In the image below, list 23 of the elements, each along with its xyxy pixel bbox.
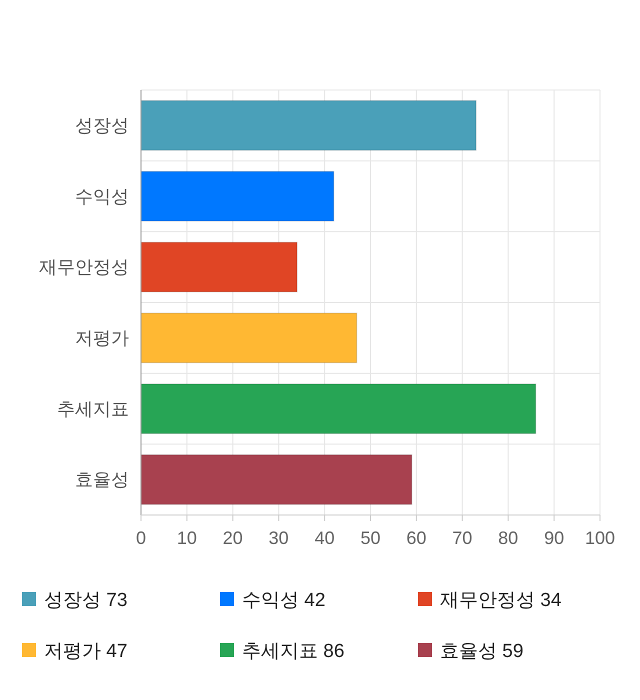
legend-label: 재무안정성 34 (440, 590, 562, 611)
x-tick-label: 60 (406, 528, 426, 548)
y-tick-label: 저평가 (75, 328, 129, 348)
legend-label: 수익성 42 (242, 590, 326, 611)
x-tick-label: 100 (584, 528, 616, 548)
x-tick-label: 10 (176, 528, 197, 548)
x-tick-label: 70 (452, 528, 472, 548)
legend-label: 저평가 47 (44, 641, 128, 662)
x-tick-label: 50 (360, 528, 381, 548)
y-tick-label: 추세지표 (57, 398, 129, 419)
x-tick-label: 0 (136, 528, 146, 548)
x-tick-label: 80 (498, 528, 518, 548)
y-tick-label: 성장성 (75, 115, 129, 136)
y-tick-label: 재무안정성 (39, 257, 129, 278)
y-tick-label: 수익성 (75, 186, 129, 206)
x-tick-label: 20 (222, 528, 243, 548)
y-tick-label: 효율성 (75, 470, 129, 490)
legend-label: 추세지표 86 (242, 641, 344, 662)
legend-label: 효율성 59 (440, 641, 524, 662)
x-tick-label: 40 (314, 528, 335, 548)
legend-label: 성장성 73 (44, 590, 128, 611)
x-tick-label: 90 (544, 528, 564, 548)
x-tick-label: 30 (268, 528, 289, 548)
